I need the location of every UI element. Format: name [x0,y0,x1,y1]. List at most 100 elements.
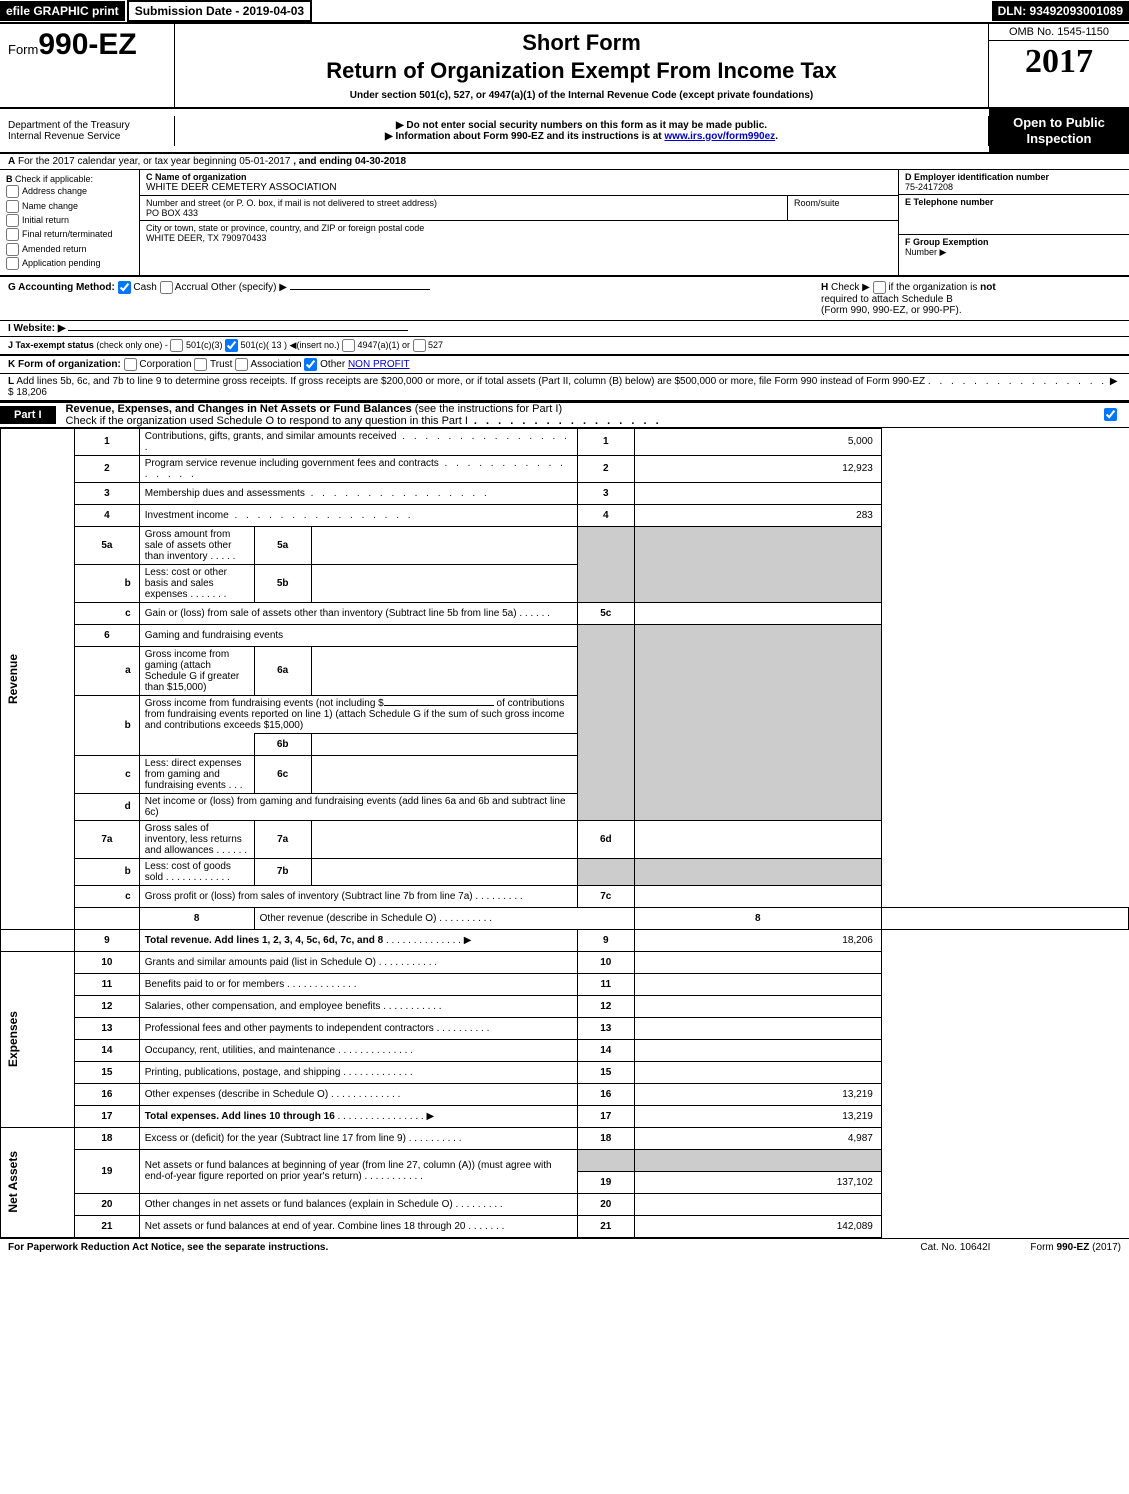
j-opt2: 501(c)( 13 ) ◀(insert no.) [241,339,340,349]
line-9-desc: Total revenue. Add lines 1, 2, 3, 4, 5c,… [139,929,577,951]
line-6-shade [577,624,634,820]
section-a: A For the 2017 calendar year, or tax yea… [0,154,1129,170]
sub-title: Under section 501(c), 527, or 4947(a)(1)… [185,90,978,101]
line-2-num: 2 [75,455,140,482]
line-8-col: 8 [634,907,881,929]
checkbox-amended-return[interactable]: Amended return [6,242,133,256]
checkbox-trust[interactable] [194,358,207,371]
line-16-amt: 13,219 [634,1083,881,1105]
line-21-amt: 142,089 [634,1215,881,1237]
section-h-label: H [821,282,828,293]
checkbox-corporation[interactable] [124,358,137,371]
line-7b-mini-amt [311,858,577,885]
line-5c-col: 5c [577,602,634,624]
k-trust: Trust [210,359,232,370]
line-21-desc: Net assets or fund balances at end of ye… [139,1215,577,1237]
line-10-col: 10 [577,951,634,973]
h-text4: required to attach Schedule B [821,294,953,305]
line-6-desc: Gaming and fundraising events [139,624,577,646]
checkbox-accrual[interactable] [160,281,173,294]
section-b-check-label: Check if applicable: [15,174,93,184]
line-8-num: 8 [139,907,254,929]
line-6b-desc: Gross income from fundraising events (no… [139,695,577,733]
open-to-public-inspection: Open to Public Inspection [989,109,1129,152]
part-1-table: Revenue 1 Contributions, gifts, grants, … [0,428,1129,1238]
line-7c-col: 7c [577,885,634,907]
line-10-num: 10 [75,951,140,973]
checkbox-association[interactable] [235,358,248,371]
line-7c-amt [634,885,881,907]
checkbox-527[interactable] [413,339,426,352]
section-f-label: F Group Exemption [905,237,989,247]
section-i-label: I Website: ▶ [8,323,66,334]
line-15-num: 15 [75,1061,140,1083]
line-6c-num: c [75,755,140,793]
line-5b-num: b [75,564,140,602]
line-15-desc: Printing, publications, postage, and shi… [139,1061,577,1083]
line-19-shade-amt [634,1149,881,1171]
checkbox-address-change[interactable]: Address change [6,184,133,198]
section-h: H Check ▶ if the organization is not req… [821,281,1121,316]
instr2-prefix: ▶ Information about Form 990-EZ and its … [385,131,664,142]
line-4-num: 4 [75,504,140,526]
line-18-desc: Excess or (deficit) for the year (Subtra… [139,1127,577,1149]
ein-value: 75-2417208 [905,182,1123,192]
line-18-amt: 4,987 [634,1127,881,1149]
line-7b-mini: 7b [254,858,311,885]
line-5c-num: c [75,602,140,624]
efile-print-button[interactable]: efile GRAPHIC print [0,1,125,21]
expenses-side-label: Expenses [1,951,75,1127]
line-19-col: 19 [577,1171,634,1193]
checkbox-4947[interactable] [342,339,355,352]
checkbox-application-pending[interactable]: Application pending [6,256,133,270]
address-value: PO BOX 433 [146,208,781,218]
line-7a-mini: 7a [254,820,311,858]
checkbox-schedule-b[interactable] [873,281,886,294]
other-org-value[interactable]: NON PROFIT [348,359,410,370]
checkbox-initial-return[interactable]: Initial return [6,213,133,227]
part-1-title: Revenue, Expenses, and Changes in Net As… [56,403,1104,427]
line-1-amt: 5,000 [634,428,881,455]
line-7a-desc: Gross sales of inventory, less returns a… [139,820,254,858]
line-5ab-shade-amt [634,526,881,602]
right-cell: OMB No. 1545-1150 2017 [989,24,1129,107]
organization-name: WHITE DEER CEMETERY ASSOCIATION [146,182,892,193]
section-l-label: L [8,376,14,387]
line-9-num: 9 [75,929,140,951]
line-6d-num: d [75,793,140,820]
section-c-label: C Name of organization [146,172,892,182]
line-14-amt [634,1039,881,1061]
line-5b-mini-amt [311,564,577,602]
line-16-desc: Other expenses (describe in Schedule O) … [139,1083,577,1105]
line-6c-mini-amt [311,755,577,793]
section-a-ending: , and ending 04-30-2018 [293,156,406,167]
section-d-label: D Employer identification number [905,172,1123,182]
checkbox-final-return[interactable]: Final return/terminated [6,227,133,241]
j-sub: (check only one) - [96,339,168,349]
line-11-col: 11 [577,973,634,995]
checkbox-other-org[interactable] [304,358,317,371]
checkbox-name-change[interactable]: Name change [6,199,133,213]
line-13-num: 13 [75,1017,140,1039]
submission-date-box: Submission Date - 2019-04-03 [127,0,312,22]
line-5c-amt [634,602,881,624]
line-20-num: 20 [75,1193,140,1215]
line-10-desc: Grants and similar amounts paid (list in… [139,951,577,973]
line-6a-mini: 6a [254,646,311,695]
line-12-num: 12 [75,995,140,1017]
line-4-desc: Investment income [139,504,577,526]
checkbox-501c[interactable] [225,339,238,352]
short-form-title: Short Form [185,30,978,56]
line-2-amt: 12,923 [634,455,881,482]
line-18-col: 18 [577,1127,634,1149]
section-g: G Accounting Method: Cash Accrual Other … [8,281,821,316]
checkbox-cash[interactable] [118,281,131,294]
line-14-desc: Occupancy, rent, utilities, and maintena… [139,1039,577,1061]
form990ez-link[interactable]: www.irs.gov/form990ez [664,131,775,142]
instr2-suffix: . [775,131,778,142]
line-17-col: 17 [577,1105,634,1127]
j-opt4: 527 [428,339,443,349]
checkbox-501c3[interactable] [170,339,183,352]
checkbox-schedule-o-part1[interactable] [1104,408,1117,421]
line-6b-num: b [75,695,140,755]
